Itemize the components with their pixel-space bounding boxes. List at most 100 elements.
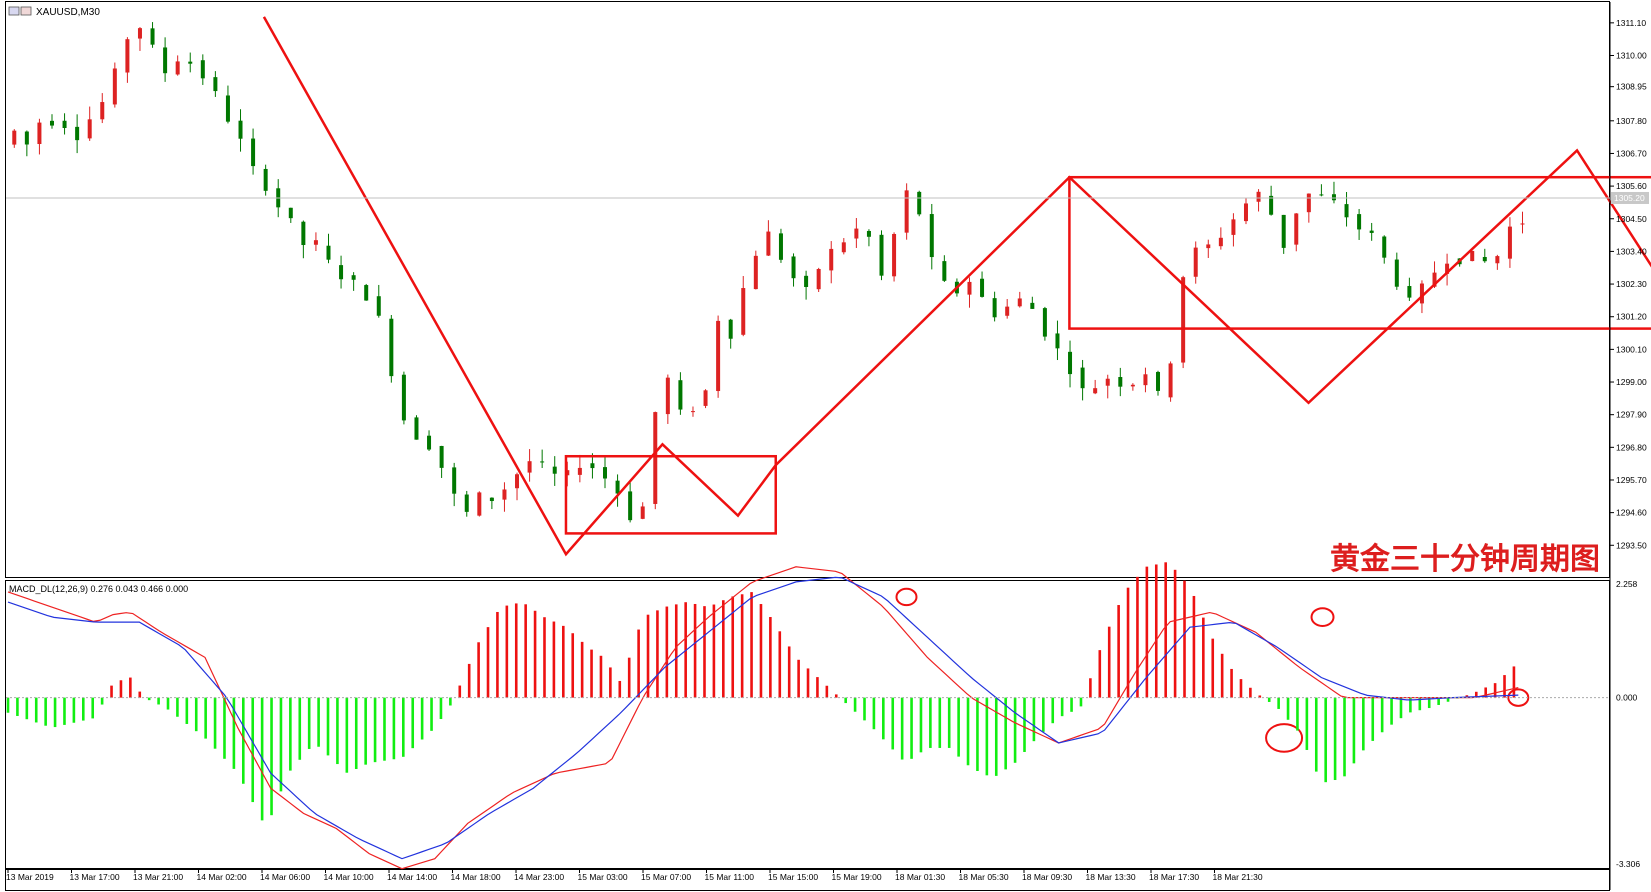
candle-body xyxy=(1218,237,1223,247)
macd-histogram-bar xyxy=(1098,650,1102,698)
candle-body xyxy=(414,417,419,440)
macd-histogram-bar xyxy=(1032,697,1036,742)
macd-histogram-bar xyxy=(609,667,612,698)
macd-histogram-bar xyxy=(1220,653,1224,698)
candle-body xyxy=(376,296,381,316)
time-tick-label: 18 Mar 17:30 xyxy=(1149,872,1199,882)
candle-body xyxy=(313,240,318,245)
macd-histogram-bar xyxy=(627,657,631,698)
macd-histogram-bar xyxy=(1296,697,1299,731)
candle-body xyxy=(640,506,645,519)
candle-body xyxy=(150,28,155,45)
time-tick-label: 14 Mar 10:00 xyxy=(324,872,374,882)
macd-histogram-bar xyxy=(204,697,207,739)
macd-histogram-bar xyxy=(25,697,29,720)
macd-histogram-bar xyxy=(44,697,47,726)
macd-histogram-bar xyxy=(759,604,763,698)
candle-body xyxy=(527,461,532,473)
candle-body xyxy=(590,463,595,469)
candle-body xyxy=(615,480,620,494)
bars-icon xyxy=(20,6,32,16)
macd-histogram-bar xyxy=(430,697,433,731)
candle-body xyxy=(741,288,746,335)
candle-body xyxy=(1520,223,1525,225)
macd-histogram-bar xyxy=(129,677,132,698)
candle-body xyxy=(1470,250,1475,262)
macd-histogram-bar xyxy=(364,697,367,765)
macd-histogram-bar xyxy=(1427,697,1431,709)
time-tick-label: 15 Mar 11:00 xyxy=(705,872,755,882)
macd-histogram-bar xyxy=(900,697,904,760)
candle-body xyxy=(690,411,695,413)
candle-body xyxy=(351,275,356,280)
candle-body xyxy=(439,445,444,468)
price-tick-label: 1297.90 xyxy=(1616,410,1647,420)
candle-body xyxy=(1482,256,1487,262)
macd-histogram-bar xyxy=(1192,595,1196,698)
price-tick-label: 1299.00 xyxy=(1616,377,1647,387)
candle-body xyxy=(389,318,394,377)
candle-body xyxy=(829,248,834,271)
candle-body xyxy=(477,492,482,516)
macd-histogram-bar xyxy=(1126,587,1130,698)
candle-body xyxy=(766,231,771,256)
candle-body xyxy=(1093,388,1098,394)
candle-body xyxy=(892,233,897,277)
macd-histogram-bar xyxy=(458,685,462,698)
candle-body xyxy=(804,275,809,288)
time-tick-label: 18 Mar 05:30 xyxy=(959,872,1009,882)
macd-histogram-bar xyxy=(1202,617,1205,698)
macd-histogram-bar xyxy=(1418,697,1422,711)
time-tick-label: 14 Mar 02:00 xyxy=(197,872,247,882)
candle-body xyxy=(1331,194,1336,201)
candle-body xyxy=(992,298,997,318)
macd-indicator xyxy=(6,562,1519,870)
candle-body xyxy=(665,377,670,415)
macd-histogram-bar xyxy=(1230,668,1233,698)
macd-histogram-bar xyxy=(646,614,650,698)
candle-body xyxy=(339,265,344,280)
candle-body xyxy=(866,230,871,237)
macd-histogram-bar xyxy=(81,697,85,721)
candle-body xyxy=(288,207,293,219)
chart-watermark: 黄金三十分钟周期图 xyxy=(1330,542,1600,577)
candle-body xyxy=(1055,333,1060,349)
macd-histogram-bar xyxy=(496,611,499,698)
candle-body xyxy=(1042,308,1047,337)
macd-histogram-bar xyxy=(251,697,255,803)
macd-histogram-bar xyxy=(976,697,979,772)
macd-histogram-bar xyxy=(242,697,245,784)
macd-histogram-bar xyxy=(514,603,518,698)
candle-body xyxy=(1344,204,1349,218)
candle-body xyxy=(24,131,29,145)
macd-histogram-bar xyxy=(166,697,170,710)
trend-annotations xyxy=(262,16,1651,753)
macd-histogram-bar xyxy=(279,697,283,792)
time-tick-label: 15 Mar 15:00 xyxy=(768,872,818,882)
candle-body xyxy=(1319,194,1324,196)
candle-body xyxy=(854,228,859,239)
time-tick-label: 15 Mar 03:00 xyxy=(578,872,628,882)
macd-histogram-bar xyxy=(91,697,95,719)
macd-histogram-bar xyxy=(1023,697,1026,752)
macd-histogram-bar xyxy=(486,627,490,698)
macd-histogram-bar xyxy=(392,697,396,760)
macd-histogram-bar xyxy=(1173,569,1177,698)
macd-histogram-bar xyxy=(232,697,236,769)
time-tick-label: 18 Mar 09:30 xyxy=(1022,872,1072,882)
candle-body xyxy=(263,168,268,191)
macd-histogram-bar xyxy=(844,697,847,704)
macd-histogram-bar xyxy=(787,646,791,698)
candle-body xyxy=(62,120,67,129)
macd-histogram-bar xyxy=(853,697,857,712)
macd-histogram-bar xyxy=(1352,697,1356,764)
macd-tick-label: -3.306 xyxy=(1616,859,1640,869)
candle-body xyxy=(1432,272,1437,287)
time-axis: 13 Mar 2019 13 Mar 17:00 13 Mar 21:00 14 Ma… xyxy=(6,869,1263,882)
macd-histogram-bar xyxy=(1343,697,1346,777)
macd-histogram-bar xyxy=(966,697,970,766)
candle-body xyxy=(1507,226,1512,259)
macd-histogram-bar xyxy=(1183,580,1186,698)
candle-body xyxy=(502,489,507,500)
time-tick-label: 18 Mar 21:30 xyxy=(1213,872,1263,882)
